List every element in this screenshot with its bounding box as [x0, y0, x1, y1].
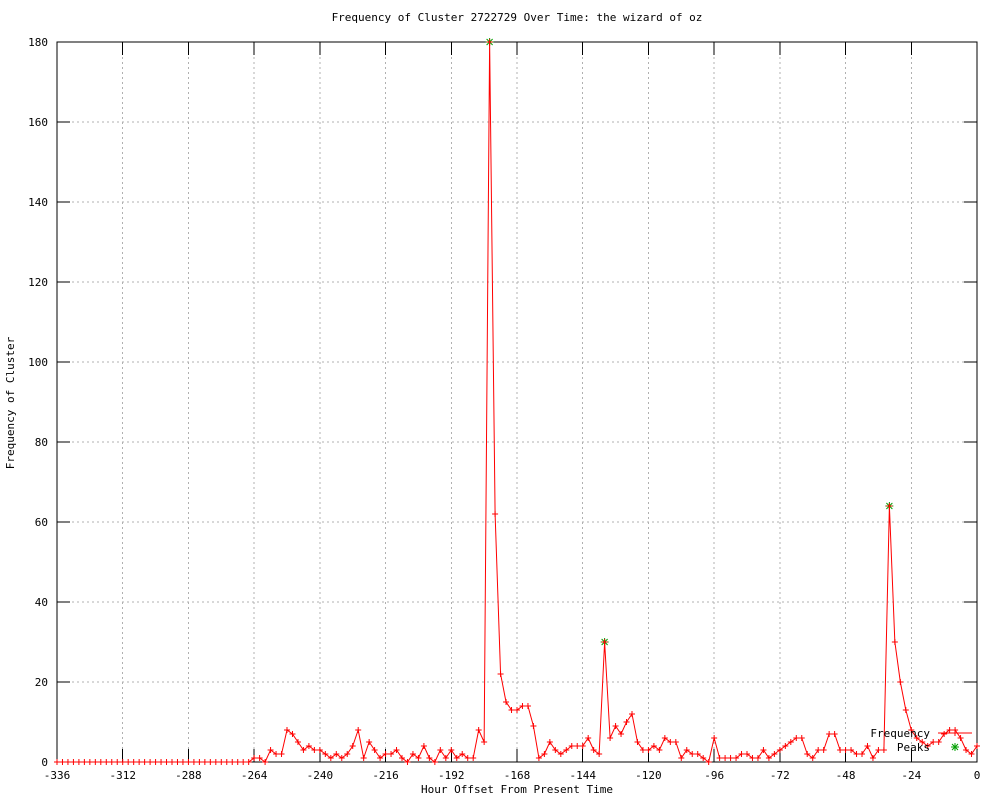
y-tick-label: 140 [28, 196, 48, 209]
legend-label-frequency: Frequency [870, 727, 930, 740]
chart-title: Frequency of Cluster 2722729 Over Time: … [331, 11, 703, 24]
y-tick-label: 60 [35, 516, 48, 529]
legend-sample-star [951, 743, 959, 751]
x-tick-label: -336 [44, 769, 71, 782]
x-tick-label: -96 [704, 769, 724, 782]
legend-sample-line [938, 730, 972, 736]
x-tick-label: -264 [241, 769, 268, 782]
x-tick-label: -168 [504, 769, 531, 782]
plot-border [56, 41, 978, 763]
legend-label-peaks: Peaks [897, 741, 930, 754]
x-tick-label: -312 [109, 769, 136, 782]
x-tick-label: -288 [175, 769, 202, 782]
peak-markers [485, 38, 894, 646]
x-tick-label: -240 [307, 769, 334, 782]
x-tick-labels: -336 -312 -288 -264 -240 -216 -192 -168 -144 -120… [44, 769, 981, 782]
x-tick-label: -24 [901, 769, 921, 782]
frequency-point-markers [54, 39, 980, 765]
y-tick-label: 180 [28, 36, 48, 49]
x-tick-label: -192 [438, 769, 465, 782]
x-tick-label: -216 [372, 769, 399, 782]
x-axis-label: Hour Offset From Present Time [420, 783, 614, 796]
y-tick-label: 80 [35, 436, 48, 449]
y-tick-label: 0 [41, 756, 48, 769]
y-tick-label: 160 [28, 116, 48, 129]
x-tick-label: -72 [770, 769, 790, 782]
x-tick-label: 0 [974, 769, 981, 782]
gridlines [57, 42, 977, 762]
y-tick-label: 120 [28, 276, 48, 289]
x-tick-label: -144 [569, 769, 596, 782]
y-tick-label: 100 [28, 356, 48, 369]
y-tick-label: 20 [35, 676, 48, 689]
y-tick-label: 40 [35, 596, 48, 609]
y-tick-labels: 0 20 40 60 80 100 120 140 160 180 [28, 36, 48, 769]
x-tick-label: -48 [836, 769, 856, 782]
x-tick-label: -120 [635, 769, 662, 782]
